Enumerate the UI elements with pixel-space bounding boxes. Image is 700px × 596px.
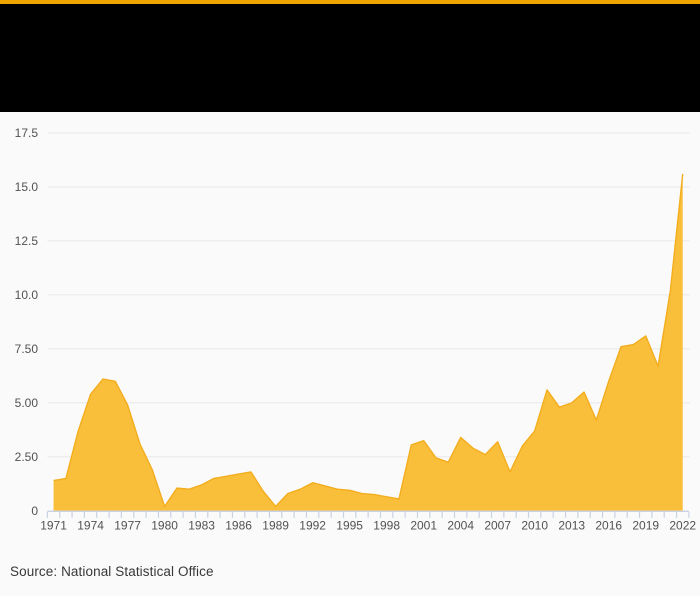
y-tick-label: 0 (31, 504, 38, 518)
series-line (53, 173, 684, 508)
header-banner (0, 4, 700, 112)
x-tick-label: 1974 (77, 519, 104, 533)
x-tick-label: 1992 (299, 519, 326, 533)
x-tick-label: 1977 (114, 519, 141, 533)
x-tick-label: 1986 (225, 519, 252, 533)
x-tick-label: 1989 (262, 519, 289, 533)
area-series (53, 173, 683, 511)
x-tick-label: 2004 (447, 519, 474, 533)
x-tick-label: 1995 (336, 519, 363, 533)
top-accent-bar (0, 0, 700, 4)
x-tick-label: 2001 (410, 519, 437, 533)
x-tick-label: 2022 (669, 519, 696, 533)
source-caption: Source: National Statistical Office (10, 564, 214, 579)
x-tick-label: 2010 (521, 519, 548, 533)
y-tick-label: 15.0 (15, 180, 39, 194)
x-tick-label: 2013 (558, 519, 585, 533)
x-tick-label: 1998 (373, 519, 400, 533)
x-tick-label: 1983 (188, 519, 215, 533)
y-tick-label: 7.50 (15, 342, 39, 356)
y-tick-label: 2.50 (15, 450, 39, 464)
y-tick-label: 10.0 (15, 288, 39, 302)
y-tick-label: 17.5 (15, 126, 39, 140)
x-tick-label: 1980 (151, 519, 178, 533)
y-tick-label: 5.00 (15, 396, 39, 410)
x-tick-label: 2019 (632, 519, 659, 533)
x-tick-label: 2016 (595, 519, 622, 533)
x-tick-label: 1971 (40, 519, 67, 533)
x-tick-label: 2007 (484, 519, 511, 533)
y-tick-label: 12.5 (15, 234, 39, 248)
